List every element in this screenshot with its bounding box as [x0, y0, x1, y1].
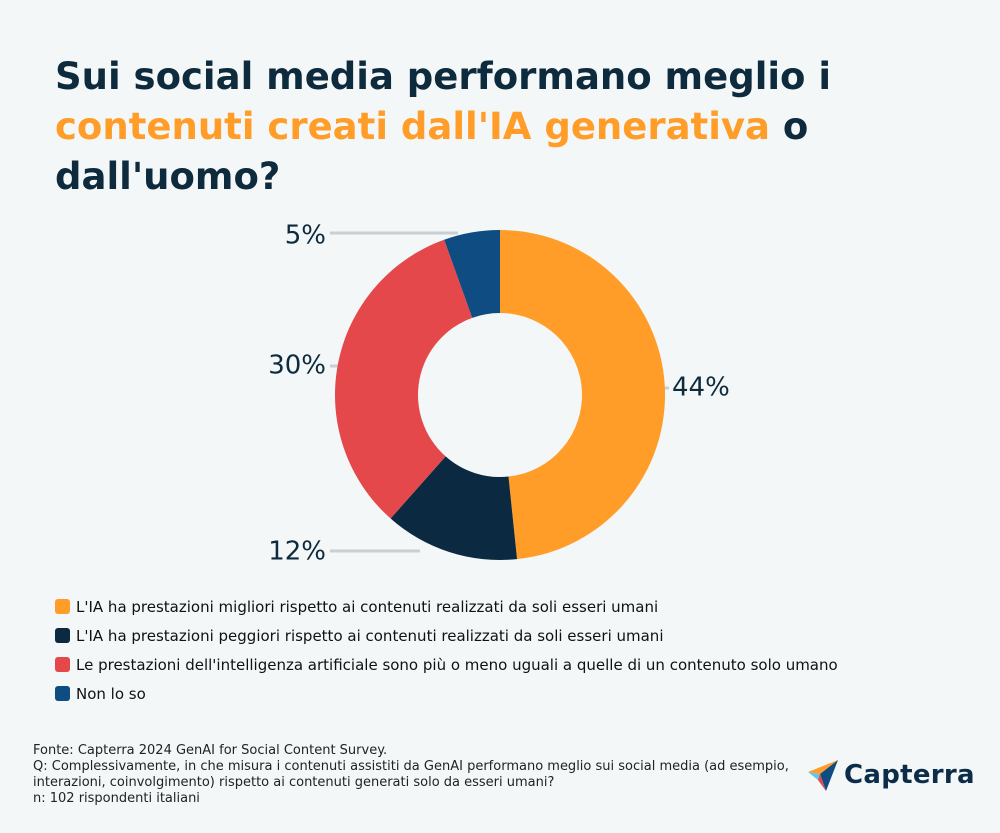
- capterra-logo: Capterra: [806, 758, 975, 792]
- capterra-wordmark: Capterra: [844, 760, 975, 790]
- legend-swatch-1: [55, 628, 70, 643]
- title-part-2: o dall'uomo?: [55, 105, 809, 198]
- donut-slice-0: [500, 230, 665, 560]
- legend-swatch-3: [55, 686, 70, 701]
- legend-label-0: L'IA ha prestazioni migliori rispetto ai…: [76, 597, 659, 616]
- legend-swatch-2: [55, 657, 70, 672]
- legend-label-2: Le prestazioni dell'intelligenza artific…: [76, 655, 838, 674]
- legend-item-0: L'IA ha prestazioni migliori rispetto ai…: [55, 592, 838, 621]
- data-label-1: 12%: [268, 537, 326, 567]
- legend: L'IA ha prestazioni migliori rispetto ai…: [55, 592, 838, 708]
- source-note: Fonte: Capterra 2024 GenAI for Social Co…: [33, 743, 388, 758]
- donut-slice-2: [334, 239, 473, 519]
- legend-label-1: L'IA ha prestazioni peggiori rispetto ai…: [76, 626, 664, 645]
- title-part-1: Sui social media performano meglio i: [55, 55, 832, 98]
- legend-label-3: Non lo so: [76, 684, 146, 703]
- legend-item-2: Le prestazioni dell'intelligenza artific…: [55, 650, 838, 679]
- data-label-2: 30%: [268, 351, 326, 381]
- legend-item-3: Non lo so: [55, 679, 838, 708]
- data-label-0: 44%: [672, 373, 730, 403]
- capterra-arrow-icon: [808, 760, 838, 791]
- title-highlight: contenuti creati dall'IA generativa: [55, 105, 771, 148]
- sample-note: n: 102 rispondenti italiani: [33, 791, 200, 806]
- data-label-3: 5%: [285, 221, 326, 251]
- donut-chart: 44% 12% 30% 5%: [268, 221, 730, 567]
- donut-slice-1: [390, 456, 518, 560]
- legend-item-1: L'IA ha prestazioni peggiori rispetto ai…: [55, 621, 838, 650]
- footer-notes: Fonte: Capterra 2024 GenAI for Social Co…: [33, 743, 793, 807]
- legend-swatch-0: [55, 599, 70, 614]
- chart-title: Sui social media performano meglio i con…: [55, 52, 955, 202]
- question-note: Q: Complessivamente, in che misura i con…: [33, 759, 789, 790]
- donut-slice-3: [444, 230, 500, 318]
